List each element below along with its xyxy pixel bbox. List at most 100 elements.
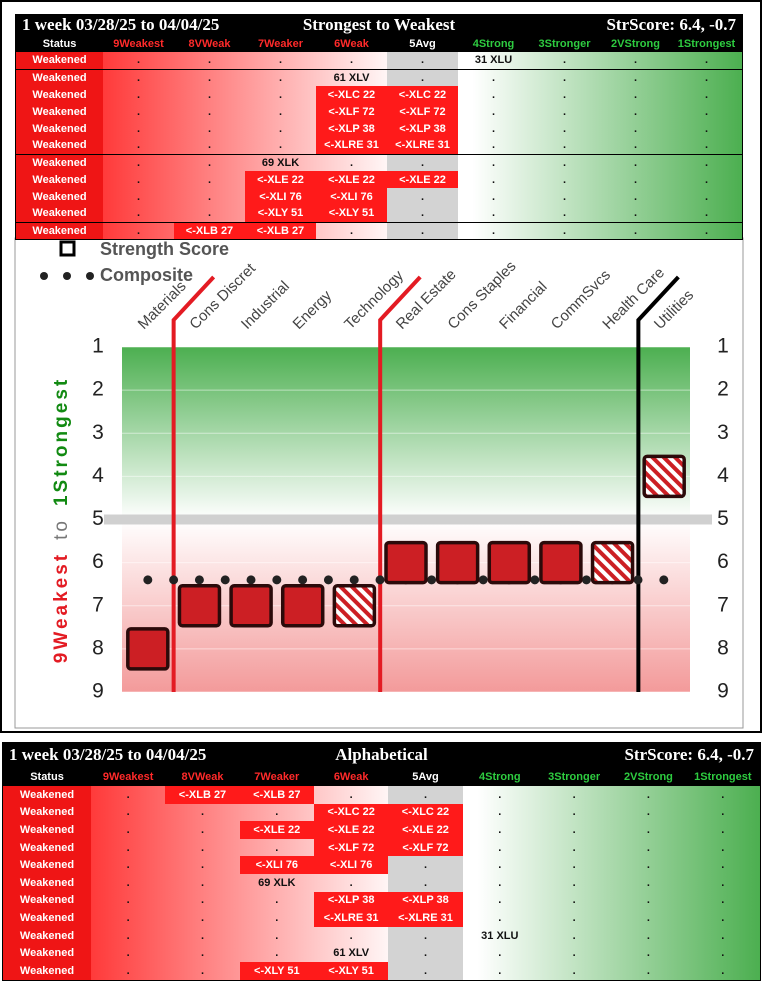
rank-cell: . [646, 964, 650, 977]
rank-cell: . [572, 841, 576, 854]
rank-cell: . [529, 68, 600, 86]
rank-cell: . [387, 153, 458, 171]
rank-cell: . [498, 841, 502, 854]
rank-cell: . [633, 54, 638, 67]
table-row: Weakened.. <-XLI 76 <-XLI 76..... [16, 188, 742, 205]
y-tick-label: 9 [92, 680, 104, 703]
rank-cell: . [207, 173, 212, 186]
group-divider [636, 275, 680, 692]
rank-cell: . [562, 105, 567, 118]
rank-cell: . [646, 788, 650, 801]
header-row: Status 9Weakest 8VWeak 7Weaker 6Weak 5Avg 4Str… [16, 35, 742, 52]
rank-cell: <-XLI 76 [313, 856, 389, 874]
rank-cell: . [245, 68, 316, 86]
table-title-bar: 1 week 03/28/25 to 04/04/25 Alphabetical S… [3, 743, 760, 767]
column-header: 7Weaker [245, 35, 316, 52]
rank-cell: . [207, 88, 212, 101]
rank-cell: . [103, 153, 174, 171]
table-title-bar: 1 week 03/28/25 to 04/04/25 Strongest to … [16, 15, 742, 35]
column-header: 9Weakest [103, 35, 174, 52]
rank-cell: . [646, 894, 650, 907]
rank-cell: . [316, 153, 387, 171]
rank-cell: . [498, 964, 502, 977]
rank-cell: . [600, 221, 671, 239]
rank-cell: . [704, 88, 709, 101]
rank-cell: . [572, 911, 576, 924]
column-header: 5Avg [387, 35, 458, 52]
strength-square [590, 540, 635, 585]
rank-cell: . [572, 964, 576, 977]
rank-cell: . [671, 221, 742, 239]
rank-cell: . [721, 894, 725, 907]
status-cell: Weakened [3, 838, 91, 857]
rank-cell: . [349, 929, 353, 942]
table-row: Weakened... 61 XLV..... [16, 68, 742, 86]
rank-cell: . [207, 139, 212, 152]
status-cell: Weakened [3, 856, 91, 874]
rank-cell: <-XLI 76 [245, 188, 316, 205]
rank-cell: . [387, 205, 458, 222]
rank-cell: <-XLY 51 [313, 961, 389, 980]
rank-cell: . [136, 139, 141, 152]
rank-cell: . [491, 207, 496, 220]
strength-square [229, 584, 273, 628]
rank-cell: 61 XLV [333, 947, 370, 960]
column-header: 1Strongest [685, 767, 760, 786]
column-header: 2VStrong [611, 767, 686, 786]
rank-cell: <-XLE 22 [245, 171, 316, 188]
rank-cell: . [388, 873, 463, 892]
rank-cell: <-XLP 38 [313, 891, 389, 910]
table-row: Weakened... <-XLRE 31 <-XLRE 31.... [16, 137, 742, 154]
table: Status 9Weakest 8VWeak 7Weaker 6Weak 5Avg 4Str… [3, 767, 760, 980]
strength-square [126, 627, 170, 671]
rank-cell: . [126, 964, 130, 977]
rank-cell: <-XLC 22 [313, 803, 389, 822]
rank-cell: . [704, 54, 709, 67]
rank-cell: 69 XLK [258, 876, 296, 889]
rank-cell: . [704, 173, 709, 186]
rank-cell: 31 XLU [474, 54, 513, 67]
table-row: Weakened.. <-XLE 22 <-XLE 22 <-XLE 22.... [3, 821, 760, 839]
rank-cell: . [562, 173, 567, 186]
rank-cell: . [646, 929, 650, 942]
rank-cell: <-XLB 27 [239, 786, 314, 804]
table-row: Weakened... <-XLRE 31 <-XLRE 31.... [3, 909, 760, 927]
rank-cell: . [562, 122, 567, 135]
status-cell: Weakened [16, 205, 103, 222]
rank-cell: . [349, 788, 353, 801]
rank-cell: . [721, 947, 725, 960]
rank-cell: . [704, 207, 709, 220]
table-row: Weakened. <-XLB 27 <-XLB 27...... [16, 221, 742, 239]
y-axis-title-part: 9Weakest [51, 552, 72, 663]
rank-cell: . [200, 823, 205, 836]
rank-cell: <-XLRE 31 [387, 137, 458, 154]
rank-cell: . [103, 221, 174, 239]
y2-tick-label: 3 [717, 421, 729, 444]
table-row: Weakened.. <-XLI 76 <-XLI 76..... [3, 856, 760, 874]
rank-cell: . [498, 947, 502, 960]
rank-cell: . [200, 841, 205, 854]
column-header: 2VStrong [600, 35, 671, 52]
rank-cell: . [275, 911, 279, 924]
strength-square [487, 540, 532, 585]
rank-cell: . [646, 841, 650, 854]
rank-cell: 69 XLK [245, 153, 316, 171]
rank-cell: . [562, 190, 567, 203]
rank-cell: . [498, 876, 502, 889]
status-cell: Weakened [16, 188, 103, 205]
rank-cell: . [562, 139, 567, 152]
y2-tick-label: 2 [717, 378, 729, 401]
status-cell: Weakened [16, 86, 103, 103]
strength-square [177, 584, 222, 628]
rank-cell: . [572, 788, 576, 801]
rank-cell: . [529, 153, 600, 171]
rank-cell: . [633, 207, 638, 220]
rank-cell: . [388, 944, 463, 962]
rank-cell: . [316, 221, 387, 239]
rank-cell: . [498, 894, 502, 907]
rank-cell: . [721, 823, 725, 836]
status-cell: Weakened [3, 821, 91, 839]
y-tick-label: 7 [92, 593, 104, 616]
title-left: 1 week 03/28/25 to 04/04/25 [22, 15, 220, 34]
